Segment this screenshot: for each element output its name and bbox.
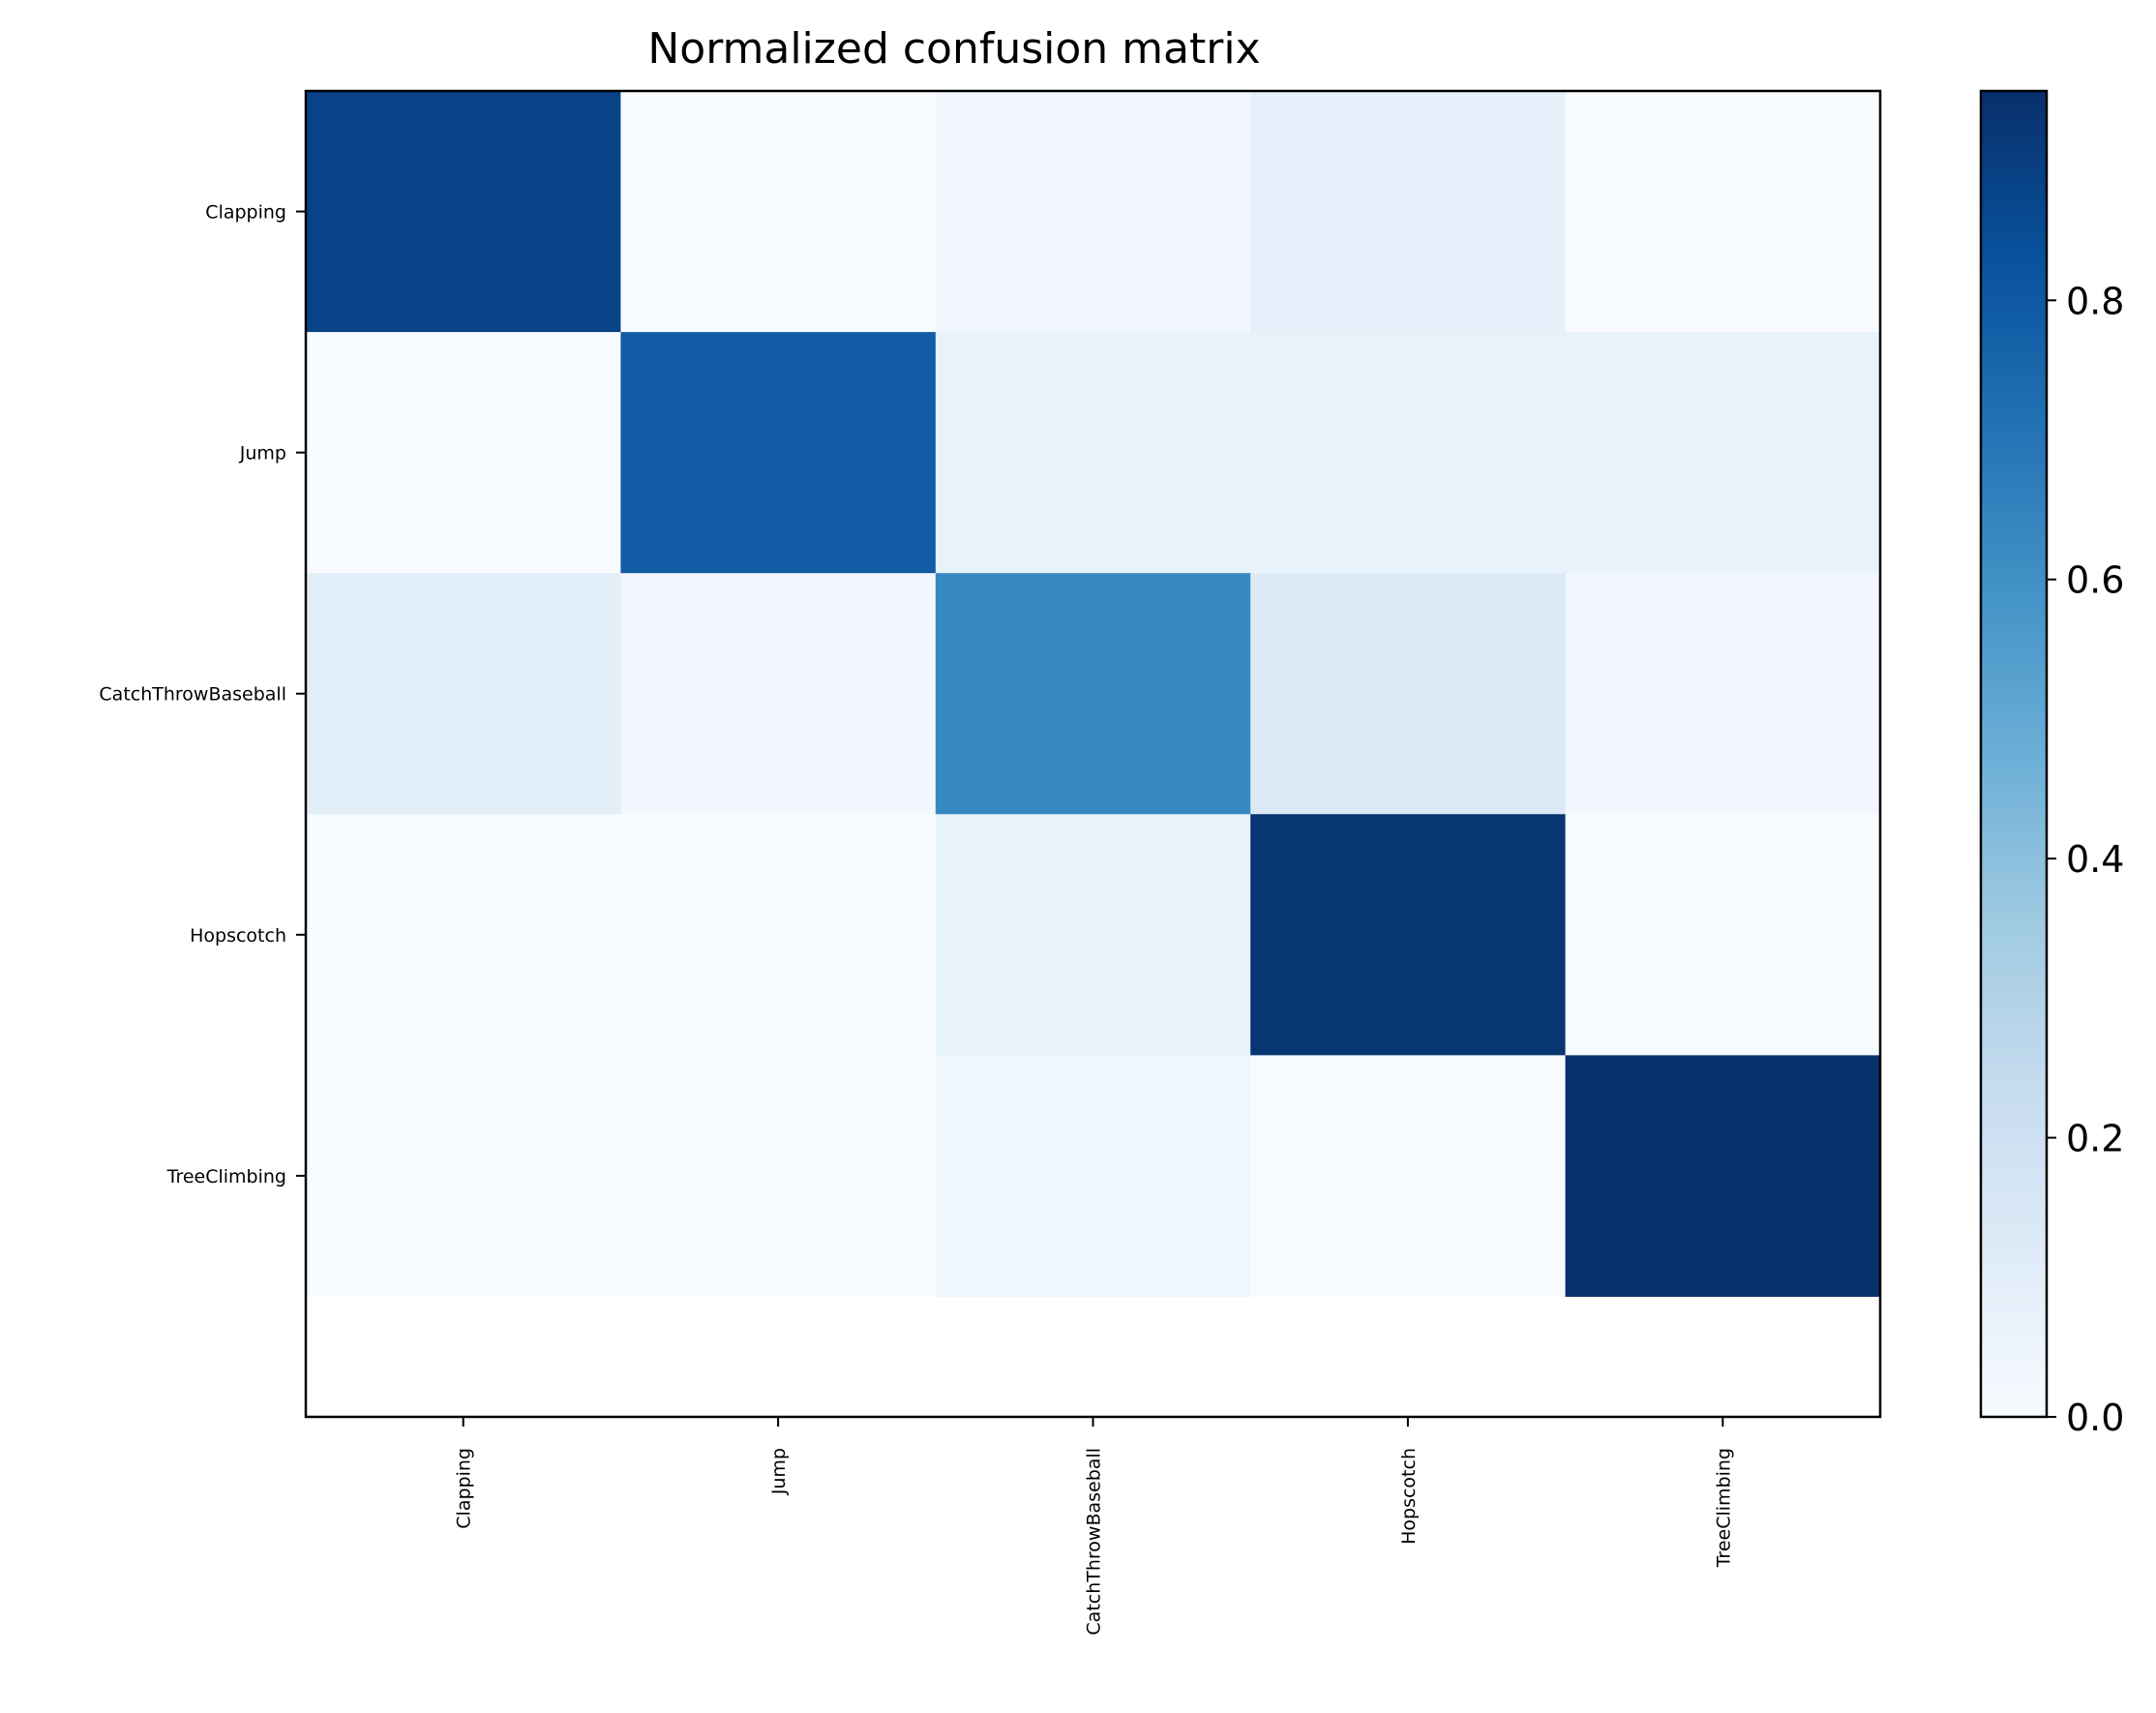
cell-Clapping-CatchThrowBaseball	[935, 91, 1251, 333]
y-tick-label: Hopscotch	[190, 925, 286, 947]
cell-Clapping-Clapping	[306, 91, 621, 333]
cell-Jump-TreeClimbing	[1565, 332, 1881, 574]
cell-Jump-Jump	[620, 332, 937, 574]
cell-Clapping-Hopscotch	[1250, 91, 1567, 333]
chart-title: Normalized confusion matrix	[647, 24, 1260, 74]
cell-Jump-Clapping	[306, 332, 621, 574]
cell-TreeClimbing-Hopscotch	[1250, 1055, 1567, 1297]
cell-CatchThrowBaseball-Clapping	[306, 573, 621, 815]
cell-CatchThrowBaseball-CatchThrowBaseball	[935, 573, 1251, 815]
x-tick-label: Hopscotch	[1398, 1448, 1420, 1545]
colorbar-tick-label: 0.2	[2066, 1118, 2124, 1160]
cell-TreeClimbing-Clapping	[306, 1055, 621, 1297]
cell-TreeClimbing-CatchThrowBaseball	[935, 1055, 1251, 1297]
colorbar-tick-label: 0.4	[2066, 838, 2124, 881]
x-tick-label: TreeClimbing	[1713, 1448, 1734, 1568]
cell-Clapping-Jump	[620, 91, 937, 333]
cell-Clapping-TreeClimbing	[1565, 91, 1881, 333]
x-axis: Clapping Jump CatchThrowBaseball Hopscotch T…	[454, 1417, 1734, 1636]
colorbar-axis: 0.0 0.2 0.4 0.6 0.8	[2047, 280, 2124, 1439]
cell-Hopscotch-Clapping	[306, 814, 621, 1056]
heatmap-cells	[306, 91, 1881, 1297]
y-tick-label: TreeClimbing	[166, 1166, 286, 1187]
cell-Jump-Hopscotch	[1250, 332, 1567, 574]
colorbar-tick-label: 0.6	[2066, 559, 2124, 602]
colorbar-tick-label: 0.8	[2066, 280, 2124, 322]
cell-Jump-CatchThrowBaseball	[935, 332, 1251, 574]
y-tick-label: CatchThrowBaseball	[99, 684, 286, 706]
cell-Hopscotch-TreeClimbing	[1565, 814, 1881, 1056]
cell-TreeClimbing-Jump	[620, 1055, 937, 1297]
y-tick-label: Clapping	[205, 202, 286, 224]
colorbar	[1979, 89, 2049, 1419]
cell-CatchThrowBaseball-TreeClimbing	[1565, 573, 1881, 815]
cell-CatchThrowBaseball-Jump	[620, 573, 937, 815]
cell-Hopscotch-Hopscotch	[1250, 814, 1567, 1056]
x-tick-label: Clapping	[454, 1448, 475, 1529]
cell-Hopscotch-Jump	[620, 814, 937, 1056]
x-tick-label: CatchThrowBaseball	[1084, 1448, 1105, 1636]
y-axis: Clapping Jump CatchThrowBaseball Hopscotch T…	[99, 202, 306, 1187]
cell-Hopscotch-CatchThrowBaseball	[935, 814, 1251, 1056]
cell-CatchThrowBaseball-Hopscotch	[1250, 573, 1567, 815]
colorbar-tick-label: 0.0	[2066, 1397, 2124, 1439]
x-tick-label: Jump	[768, 1448, 790, 1495]
cell-TreeClimbing-TreeClimbing	[1565, 1055, 1881, 1297]
y-tick-label: Jump	[239, 443, 286, 465]
